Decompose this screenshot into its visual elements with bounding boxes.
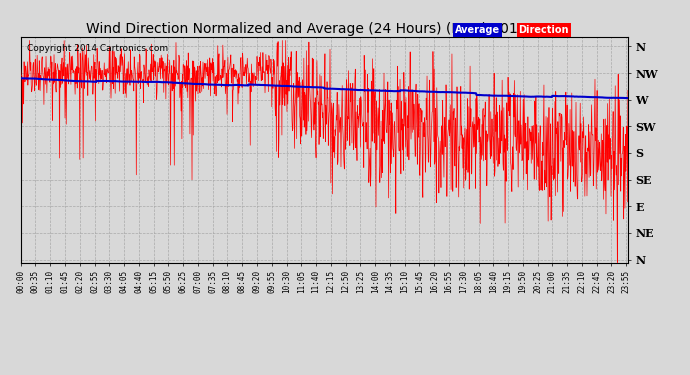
Text: Copyright 2014 Cartronics.com: Copyright 2014 Cartronics.com xyxy=(27,44,168,53)
Text: Average: Average xyxy=(455,25,500,35)
Title: Wind Direction Normalized and Average (24 Hours) (New) 20140115: Wind Direction Normalized and Average (2… xyxy=(86,22,562,36)
Text: Direction: Direction xyxy=(519,25,569,35)
